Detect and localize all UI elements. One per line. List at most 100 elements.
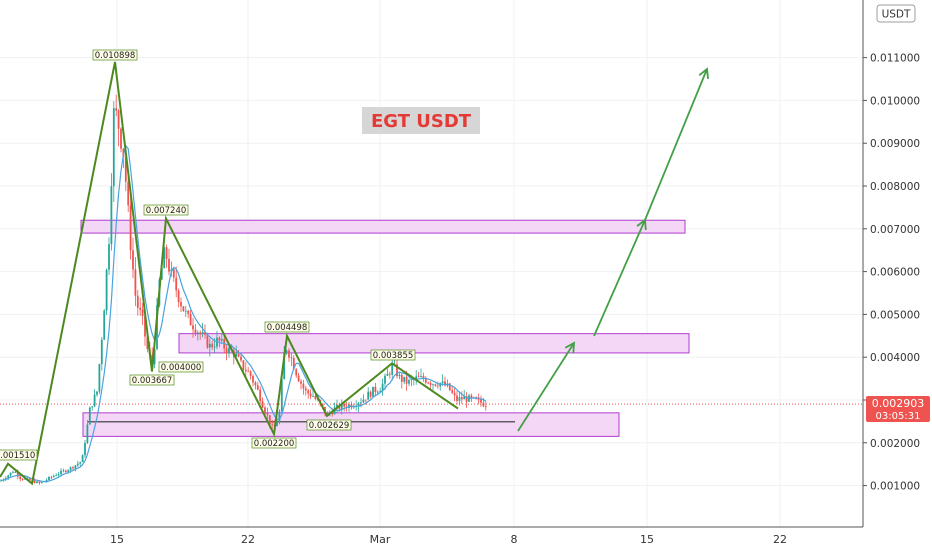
candle-body bbox=[436, 385, 439, 387]
candle-body bbox=[374, 386, 377, 393]
y-tick-label: 0.010000 bbox=[870, 95, 920, 107]
candle-body bbox=[307, 390, 310, 394]
candle-body bbox=[84, 443, 86, 456]
candle-body bbox=[451, 390, 454, 393]
candle-body bbox=[235, 353, 238, 357]
candle-body bbox=[304, 388, 307, 391]
candle-body bbox=[103, 310, 106, 340]
candlesticks bbox=[0, 94, 487, 485]
candle-body bbox=[256, 385, 259, 390]
candle-body bbox=[38, 481, 41, 484]
candle-body bbox=[458, 397, 461, 401]
candle-body bbox=[36, 481, 38, 484]
zigzag-label-box bbox=[251, 437, 297, 449]
candle-body bbox=[427, 382, 430, 384]
zigzag-label: 0.002200 bbox=[254, 439, 295, 449]
candle-body bbox=[429, 383, 432, 386]
zigzag-label: 0.007240 bbox=[146, 206, 187, 216]
candle-body bbox=[343, 403, 346, 407]
candle-body bbox=[264, 407, 266, 414]
candle-body bbox=[146, 336, 149, 349]
y-tick-label: 0.009000 bbox=[870, 138, 920, 150]
candle-body bbox=[117, 110, 120, 129]
candle-body bbox=[300, 381, 302, 384]
price-axis[interactable]: 0.011000 0.010000 0.009000 0.008000 0.007000… bbox=[862, 0, 932, 527]
forecast-arrow-head bbox=[564, 341, 576, 354]
zigzag-label-box bbox=[143, 204, 189, 216]
candle-body bbox=[276, 422, 278, 427]
zigzag-labels: 0.001510 0.010898 0.007240 0.003667 0.004000… bbox=[0, 49, 416, 461]
currency-badge[interactable]: USDT bbox=[876, 4, 916, 23]
candle-body bbox=[254, 382, 257, 386]
candle-body bbox=[280, 379, 283, 412]
candle-body bbox=[139, 307, 142, 310]
candle-body bbox=[88, 407, 91, 425]
candle-body bbox=[432, 384, 434, 386]
candle-body bbox=[211, 343, 214, 348]
candle-body bbox=[453, 392, 456, 396]
candle-body bbox=[14, 472, 17, 473]
time-axis[interactable]: 15 22 Mar 8 15 22 bbox=[0, 526, 932, 550]
candle-body bbox=[367, 391, 370, 400]
candle-body bbox=[388, 373, 391, 375]
candle-body bbox=[477, 398, 480, 400]
candle-body bbox=[336, 404, 338, 408]
candle-body bbox=[278, 411, 281, 423]
candle-body bbox=[64, 470, 67, 472]
candle-body bbox=[21, 479, 24, 480]
candle-body bbox=[45, 479, 48, 482]
candle-body bbox=[398, 374, 401, 377]
zigzag-label-box bbox=[129, 374, 175, 386]
candle-body bbox=[180, 301, 182, 307]
candle-body bbox=[285, 350, 288, 353]
candle-body bbox=[379, 390, 382, 392]
moving-average-line bbox=[0, 144, 863, 483]
candle-body bbox=[182, 306, 185, 312]
last-price-value: 0.002903 bbox=[872, 397, 925, 410]
y-tick-label: 0.005000 bbox=[870, 309, 920, 321]
candle-body bbox=[175, 277, 178, 291]
candle-body bbox=[364, 399, 367, 401]
candle-body bbox=[415, 376, 418, 380]
candle-body bbox=[24, 478, 26, 480]
candle-body bbox=[93, 394, 96, 407]
chart-title: EGT USDT bbox=[362, 107, 480, 134]
candle-body bbox=[266, 413, 269, 416]
candle-body bbox=[196, 332, 199, 334]
candle-body bbox=[132, 250, 134, 270]
candle-body bbox=[340, 403, 343, 410]
candle-body bbox=[52, 475, 55, 477]
candle-body bbox=[252, 375, 254, 383]
candle-body bbox=[208, 343, 211, 348]
candle-body bbox=[225, 348, 228, 354]
candle-body bbox=[465, 396, 468, 402]
candle-body bbox=[62, 470, 65, 472]
candle-body bbox=[40, 482, 43, 484]
candle-body bbox=[16, 472, 19, 477]
candle-body bbox=[403, 376, 406, 382]
candle-body bbox=[441, 381, 444, 383]
candle-body bbox=[168, 258, 170, 272]
candle-body bbox=[283, 352, 286, 380]
candle-body bbox=[67, 470, 70, 472]
candle-body bbox=[362, 399, 365, 403]
candle-body bbox=[81, 455, 84, 463]
candle-body bbox=[105, 269, 108, 311]
zigzag-label: 0.004000 bbox=[161, 363, 202, 373]
candle-body bbox=[249, 371, 252, 376]
candle-body bbox=[7, 475, 10, 479]
candle-body bbox=[172, 269, 175, 278]
zigzag-label-box bbox=[92, 49, 138, 61]
candle-body bbox=[74, 465, 77, 469]
candle-body bbox=[396, 364, 398, 377]
candle-body bbox=[120, 128, 122, 149]
forecast-arrow-head bbox=[698, 67, 709, 80]
candle-body bbox=[292, 358, 295, 370]
candle-body bbox=[314, 396, 317, 399]
grid-lines bbox=[0, 0, 863, 527]
zone-resistance-high bbox=[80, 219, 686, 234]
candle-body bbox=[372, 386, 374, 397]
candle-body bbox=[247, 371, 250, 373]
candle-body bbox=[112, 108, 115, 187]
candle-body bbox=[384, 375, 386, 384]
